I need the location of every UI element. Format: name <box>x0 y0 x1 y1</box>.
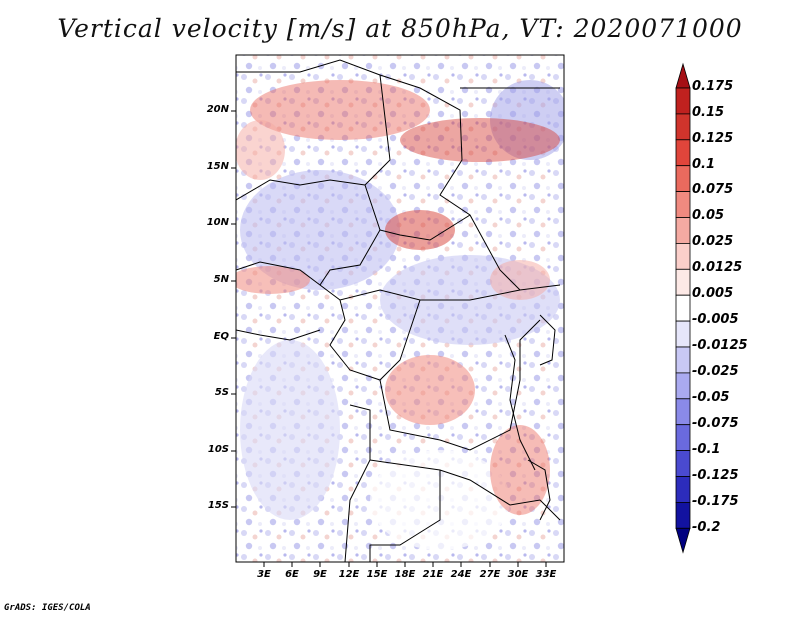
country-borders <box>236 59 561 562</box>
colorbar-label: 0.15 <box>692 105 725 120</box>
colorbar-swatch <box>675 268 691 296</box>
colorbar <box>675 62 691 554</box>
colorbar-label: -0.005 <box>692 312 739 327</box>
colorbar-swatch <box>675 191 691 218</box>
colorbar-bottom-arrow <box>675 527 691 554</box>
chart-title: Vertical velocity [m/s] at 850hPa, VT: 2… <box>57 14 743 43</box>
colorbar-label: 0.05 <box>692 208 725 223</box>
colorbar-label: -0.125 <box>692 468 739 483</box>
colorbar-label: -0.0125 <box>692 338 748 353</box>
y-tick-label: 5N <box>213 274 229 285</box>
colorbar-swatch <box>675 87 691 115</box>
x-tick-label: 15E <box>366 569 388 580</box>
colorbar-label: 0.1 <box>692 157 716 172</box>
y-tick-label: 20N <box>206 104 229 115</box>
colorbar-label: -0.025 <box>692 364 739 379</box>
colorbar-swatch <box>675 450 691 477</box>
colorbar-swatch <box>675 165 691 192</box>
colorbar-swatch <box>675 242 691 270</box>
y-tick-label: 15S <box>207 500 229 511</box>
colorbar-label: -0.175 <box>692 494 739 509</box>
x-tick-label: 18E <box>394 569 416 580</box>
y-tick-label: 10N <box>206 217 229 228</box>
y-tick-label: 10S <box>207 444 229 455</box>
x-tick-label: 9E <box>313 569 327 580</box>
colorbar-swatch <box>675 501 691 529</box>
colorbar-swatch <box>675 476 691 503</box>
map-frame <box>235 54 565 563</box>
colorbar-label: 0.005 <box>692 286 734 301</box>
colorbar-label: -0.075 <box>692 416 739 431</box>
x-tick-label: 6E <box>285 569 299 580</box>
x-tick-label: 30E <box>507 569 529 580</box>
colorbar-label: -0.05 <box>692 390 730 405</box>
colorbar-swatch <box>675 320 691 348</box>
y-tick-label: EQ <box>213 331 229 342</box>
y-tick-label: 5S <box>214 387 229 398</box>
colorbar-label: 0.025 <box>692 234 734 249</box>
colorbar-label: -0.2 <box>692 520 721 535</box>
colorbar-swatch <box>675 398 691 426</box>
colorbar-label: 0.075 <box>692 182 734 197</box>
colorbar-swatch <box>675 113 691 141</box>
colorbar-label: 0.125 <box>692 131 734 146</box>
colorbar-label: 0.0125 <box>692 260 743 275</box>
colorbar-label: 0.175 <box>692 79 734 94</box>
y-tick-label: 15N <box>206 161 229 172</box>
colorbar-label: -0.1 <box>692 442 721 457</box>
colorbar-swatch <box>675 294 691 322</box>
x-tick-label: 3E <box>257 569 271 580</box>
colorbar-swatch <box>675 424 691 452</box>
axis-ticks <box>231 110 547 567</box>
x-tick-label: 33E <box>535 569 557 580</box>
x-tick-label: 12E <box>338 569 360 580</box>
colorbar-swatch <box>675 217 691 244</box>
x-tick-label: 27E <box>479 569 501 580</box>
velocity-field <box>236 55 564 562</box>
x-tick-label: 21E <box>422 569 444 580</box>
grads-credit: GrADS: IGES/COLA <box>4 603 91 613</box>
colorbar-top-arrow <box>675 62 691 89</box>
colorbar-swatch <box>675 346 691 374</box>
x-tick-label: 24E <box>450 569 472 580</box>
colorbar-swatch <box>675 139 691 167</box>
colorbar-swatch <box>675 372 691 400</box>
